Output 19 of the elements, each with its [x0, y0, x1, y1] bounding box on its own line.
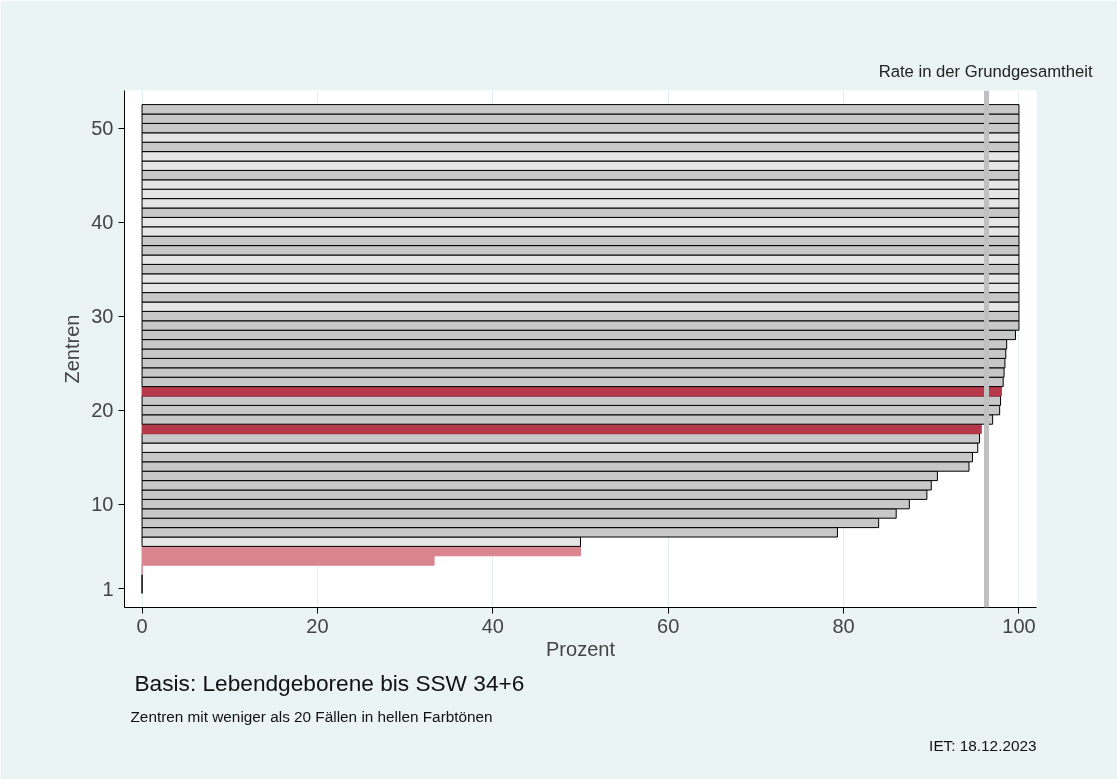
x-tick-label: 20 — [306, 614, 329, 637]
y-tick-label: 20 — [91, 399, 114, 422]
y-tick-label: 50 — [91, 117, 114, 140]
x-tick-label: 0 — [136, 614, 148, 637]
y-tick-label: 10 — [91, 493, 114, 516]
bar — [141, 386, 1002, 397]
ref-line-label: Rate in der Grundgesamtheit — [878, 61, 1093, 81]
text: Basis: Lebendgeborene bis SSW 34+6 — [134, 669, 525, 696]
x-tick-label: 60 — [657, 614, 680, 637]
x-axis-title: Prozent — [546, 637, 616, 660]
x-tick-label: 100 — [1002, 614, 1036, 637]
x-tick-label: 80 — [832, 614, 855, 637]
text: IET: 18.12.2023 — [929, 736, 1037, 754]
text: Zentren mit weniger als 20 Fällen in hellen Farbtönen — [130, 707, 493, 725]
y-axis-title: Zentren — [61, 314, 84, 384]
x-tick-label: 40 — [481, 614, 504, 637]
y-tick-label: 30 — [91, 305, 114, 328]
y-tick-label: 40 — [91, 211, 114, 234]
y-tick-label: 1 — [102, 577, 114, 600]
